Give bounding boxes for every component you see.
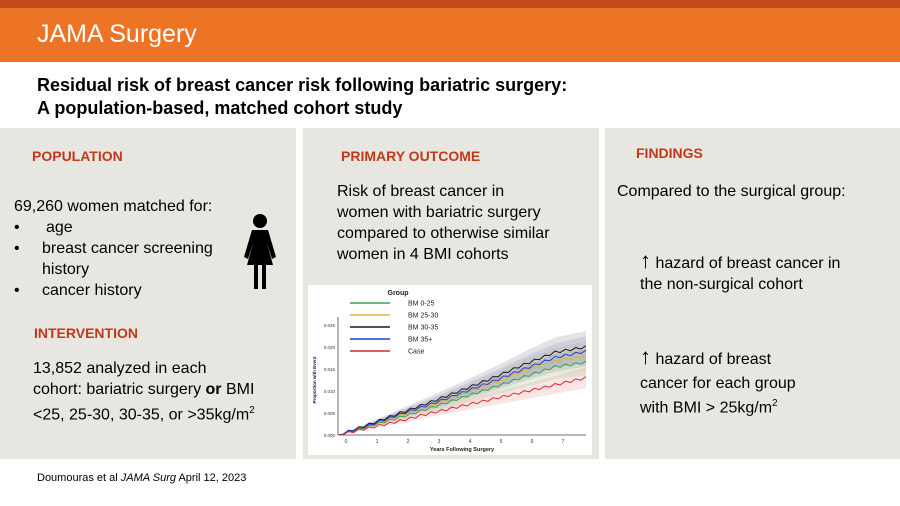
x-tick-label: 0 xyxy=(345,439,348,445)
y-tick-label: 0.015 xyxy=(324,367,336,372)
y-tick-label: 0.010 xyxy=(324,389,336,394)
series-band xyxy=(338,336,586,435)
intervention-heading: INTERVENTION xyxy=(34,325,138,341)
series-line xyxy=(338,376,587,436)
cumulative-incidence-chart: 0.0000.0050.0100.0150.0200.025012345678Y… xyxy=(308,285,592,455)
legend-entry: BM 30-35 xyxy=(408,325,438,332)
x-tick-label: 3 xyxy=(438,439,441,445)
intervention-line-1: 13,852 analyzed in each xyxy=(33,360,207,377)
legend-entry: Case xyxy=(408,349,424,356)
y-axis-label: Proportion with Event xyxy=(312,356,317,403)
journal-name: JAMA Surgery xyxy=(37,20,197,48)
findings-heading: FINDINGS xyxy=(636,145,703,161)
x-tick-label: 4 xyxy=(469,439,472,445)
legend-title: Group xyxy=(388,290,409,297)
population-panel: POPULATION 69,260 women matched for: • a… xyxy=(0,128,296,459)
legend-box xyxy=(346,287,444,355)
finding-2-line-2: cancer for each group xyxy=(640,375,796,392)
finding-1-line-1: ↑ hazard of breast cancer in xyxy=(640,248,841,273)
y-tick-label: 0.005 xyxy=(324,411,336,416)
top-accent-strip xyxy=(0,0,900,8)
primary-outcome-panel: PRIMARY OUTCOME Risk of breast cancer in… xyxy=(303,128,599,459)
x-tick-label: 1 xyxy=(376,439,379,445)
finding-1-line-2: the non-surgical cohort xyxy=(640,276,803,293)
page-title: Residual risk of breast cancer risk foll… xyxy=(37,74,567,120)
x-tick-label: 7 xyxy=(562,439,565,445)
intervention-line-2: cohort: bariatric surgery or BMI xyxy=(33,381,255,398)
legend-entry: BM 25-30 xyxy=(408,313,438,320)
y-tick-label: 0.000 xyxy=(324,433,336,438)
x-tick-label: 6 xyxy=(531,439,534,445)
series-band xyxy=(338,367,586,435)
y-tick-label: 0.025 xyxy=(324,323,336,328)
x-tick-label: 2 xyxy=(407,439,410,445)
findings-intro: Compared to the surgical group: xyxy=(617,183,846,200)
population-intro: 69,260 women matched for: xyxy=(14,198,213,215)
legend-entry: BM 35+ xyxy=(408,337,432,344)
intervention-line-3: <25, 25-30, 30-35, or >35kg/m2 xyxy=(33,405,255,424)
citation: Doumouras et al JAMA Surg April 12, 2023 xyxy=(37,472,247,484)
series-line xyxy=(337,345,587,436)
woman-icon xyxy=(244,214,276,289)
finding-2-line-1: ↑ hazard of breast xyxy=(640,344,772,369)
up-arrow-icon: ↑ xyxy=(640,248,651,273)
x-tick-label: 5 xyxy=(500,439,503,445)
legend-entry: BM 0-25 xyxy=(408,301,435,308)
x-axis-label: Years Following Surgery xyxy=(430,447,495,453)
population-bullet-screening-cont: history xyxy=(42,261,90,278)
finding-2-line-3: with BMI > 25kg/m2 xyxy=(640,398,778,417)
series-line xyxy=(337,349,587,436)
up-arrow-icon: ↑ xyxy=(640,344,651,369)
primary-outcome-text: Risk of breast cancer in women with bari… xyxy=(337,183,550,263)
findings-panel: FINDINGS Compared to the surgical group:… xyxy=(605,128,900,459)
journal-banner xyxy=(0,8,900,62)
title-line-2: A population-based, matched cohort study xyxy=(37,98,403,118)
population-heading: POPULATION xyxy=(32,148,123,164)
title-line-1: Residual risk of breast cancer risk foll… xyxy=(37,75,568,95)
primary-outcome-heading: PRIMARY OUTCOME xyxy=(341,148,481,164)
series-line xyxy=(337,360,587,436)
series-band xyxy=(338,331,586,435)
y-tick-label: 0.020 xyxy=(324,345,336,350)
